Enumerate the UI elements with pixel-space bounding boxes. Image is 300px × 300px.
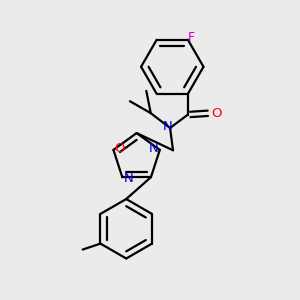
- Text: O: O: [212, 106, 222, 120]
- Text: N: N: [163, 120, 172, 133]
- Text: N: N: [148, 142, 158, 155]
- Text: N: N: [124, 172, 134, 185]
- Text: F: F: [188, 31, 195, 44]
- Text: O: O: [115, 142, 125, 155]
